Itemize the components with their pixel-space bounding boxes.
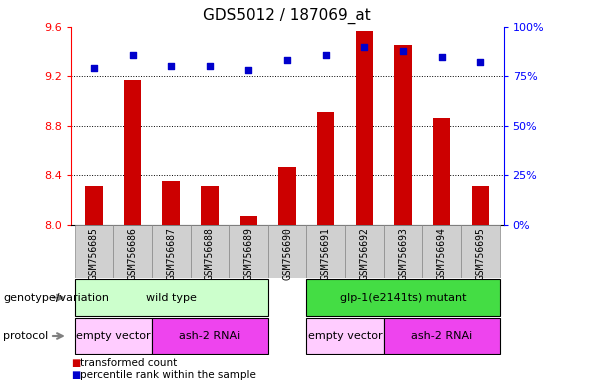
Text: ■: ■	[71, 358, 80, 368]
Bar	[317, 112, 335, 225]
FancyBboxPatch shape	[113, 225, 152, 278]
Bar	[163, 181, 180, 225]
Text: GSM756694: GSM756694	[437, 227, 446, 280]
Text: GSM756689: GSM756689	[243, 227, 253, 280]
Point	[89, 65, 98, 71]
Title: GDS5012 / 187069_at: GDS5012 / 187069_at	[203, 8, 371, 24]
Bar	[356, 31, 373, 225]
Bar	[85, 186, 102, 225]
FancyBboxPatch shape	[384, 318, 499, 354]
Point	[205, 63, 214, 70]
Text: GSM756688: GSM756688	[205, 227, 215, 280]
Text: GSM756692: GSM756692	[359, 227, 369, 280]
Point	[360, 44, 369, 50]
Point	[398, 48, 408, 54]
Text: GSM756695: GSM756695	[475, 227, 485, 280]
Text: GSM756693: GSM756693	[398, 227, 408, 280]
Text: ash-2 RNAi: ash-2 RNAi	[179, 331, 240, 341]
Point	[476, 60, 485, 66]
Point	[128, 51, 137, 58]
Text: GSM756691: GSM756691	[321, 227, 331, 280]
Text: protocol: protocol	[3, 331, 48, 341]
FancyBboxPatch shape	[306, 318, 384, 354]
Text: GSM756686: GSM756686	[128, 227, 137, 280]
Bar	[433, 118, 451, 225]
Text: GSM756690: GSM756690	[282, 227, 292, 280]
FancyBboxPatch shape	[268, 225, 306, 278]
FancyBboxPatch shape	[306, 279, 499, 316]
Text: wild type: wild type	[145, 293, 197, 303]
FancyBboxPatch shape	[384, 225, 422, 278]
FancyBboxPatch shape	[75, 225, 113, 278]
FancyBboxPatch shape	[75, 318, 152, 354]
Point	[437, 53, 446, 60]
Bar	[240, 216, 257, 225]
Point	[282, 58, 292, 64]
FancyBboxPatch shape	[190, 225, 229, 278]
FancyBboxPatch shape	[461, 225, 499, 278]
Bar	[124, 80, 141, 225]
Text: empty vector: empty vector	[308, 331, 382, 341]
Text: GSM756685: GSM756685	[89, 227, 99, 280]
FancyBboxPatch shape	[75, 279, 268, 316]
Text: ash-2 RNAi: ash-2 RNAi	[411, 331, 472, 341]
Bar	[279, 167, 296, 225]
Bar	[472, 186, 489, 225]
FancyBboxPatch shape	[422, 225, 461, 278]
FancyBboxPatch shape	[229, 225, 268, 278]
Text: percentile rank within the sample: percentile rank within the sample	[80, 370, 256, 380]
Bar	[201, 186, 219, 225]
Point	[321, 51, 330, 58]
Text: GSM756687: GSM756687	[166, 227, 176, 280]
Text: genotype/variation: genotype/variation	[3, 293, 109, 303]
Text: transformed count: transformed count	[80, 358, 177, 368]
FancyBboxPatch shape	[152, 318, 268, 354]
FancyBboxPatch shape	[345, 225, 384, 278]
Text: empty vector: empty vector	[76, 331, 151, 341]
Text: ■: ■	[71, 370, 80, 380]
Point	[244, 67, 253, 73]
Text: glp-1(e2141ts) mutant: glp-1(e2141ts) mutant	[340, 293, 466, 303]
FancyBboxPatch shape	[152, 225, 190, 278]
FancyBboxPatch shape	[306, 225, 345, 278]
Bar	[395, 45, 412, 225]
Point	[167, 63, 176, 70]
